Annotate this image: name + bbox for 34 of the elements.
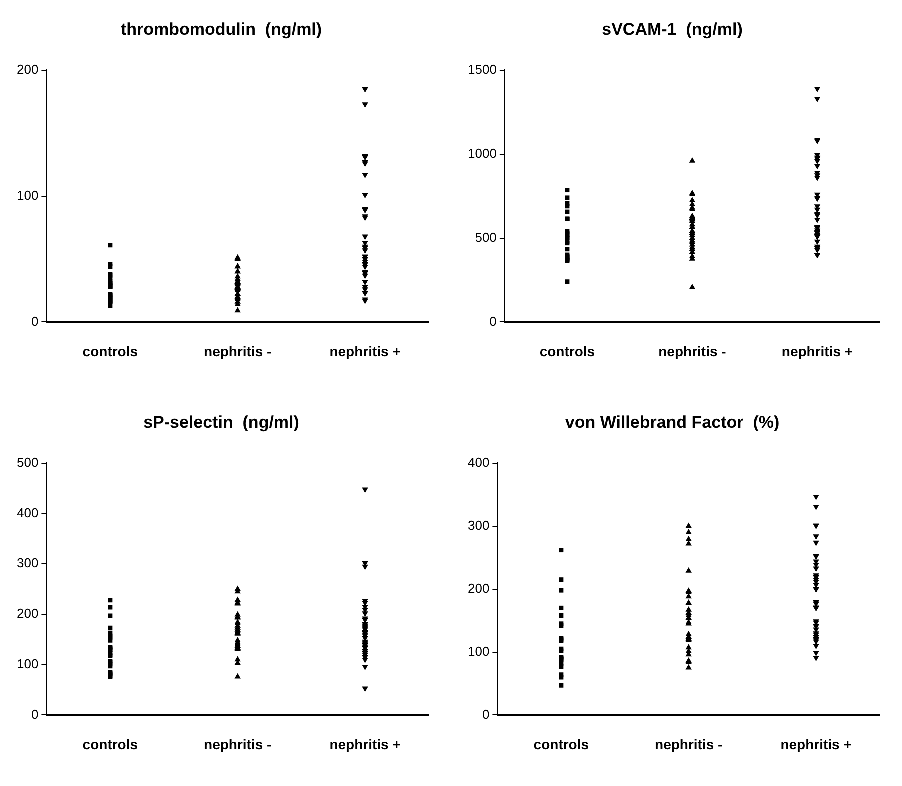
y-tick-label: 100 xyxy=(468,644,490,659)
chart-title: sP-selectin (ng/ml) xyxy=(144,412,300,432)
chart-title: sVCAM-1 (ng/ml) xyxy=(602,20,743,39)
y-tick-label: 400 xyxy=(16,505,39,520)
x-tick-label: nephritis - xyxy=(204,736,272,752)
x-tick-label: nephritis - xyxy=(204,343,272,360)
y-tick-label: 300 xyxy=(468,518,490,533)
y-tick-label: 400 xyxy=(468,454,490,470)
y-tick-label: 200 xyxy=(16,606,39,622)
x-tick-label: controls xyxy=(540,343,596,360)
chart-title: von Willebrand Factor (%) xyxy=(565,412,780,432)
y-tick-label: 500 xyxy=(16,454,39,470)
x-tick-label: nephritis + xyxy=(780,736,852,752)
x-tick-label: nephritis + xyxy=(782,343,854,360)
chart-title: thrombomodulin (ng/ml) xyxy=(120,20,322,39)
x-tick-label: controls xyxy=(534,736,590,752)
y-tick-label: 100 xyxy=(16,656,39,672)
x-tick-label: nephritis - xyxy=(655,736,724,752)
y-tick-label: 0 xyxy=(31,314,39,329)
y-tick-label: 300 xyxy=(16,556,39,571)
x-tick-label: controls xyxy=(82,343,138,360)
y-tick-label: 500 xyxy=(475,230,497,245)
y-tick-label: 200 xyxy=(468,580,490,596)
y-tick-label: 1000 xyxy=(468,146,497,161)
y-tick-label: 1500 xyxy=(468,62,497,77)
y-tick-label: 0 xyxy=(31,706,39,722)
y-tick-label: 0 xyxy=(482,706,490,722)
x-tick-label: nephritis + xyxy=(330,343,401,360)
y-tick-label: 100 xyxy=(16,188,39,203)
x-tick-label: nephritis - xyxy=(658,343,727,360)
x-tick-label: controls xyxy=(82,736,138,752)
x-tick-label: nephritis + xyxy=(330,736,401,752)
y-tick-label: 0 xyxy=(490,314,497,329)
y-tick-label: 200 xyxy=(16,62,39,77)
